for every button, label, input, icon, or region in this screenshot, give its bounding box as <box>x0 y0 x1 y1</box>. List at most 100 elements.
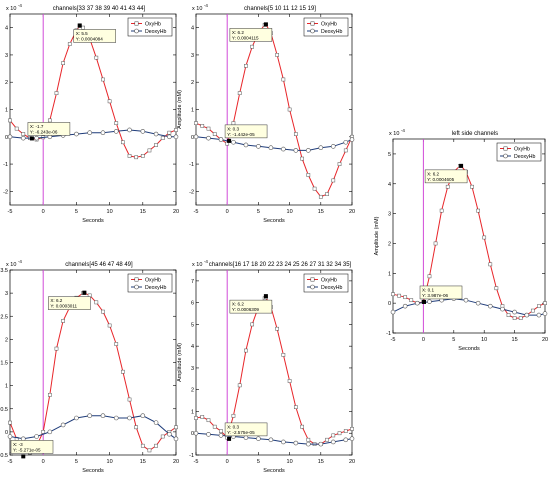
datatip-x: X: -1.7 <box>30 124 44 129</box>
datatip-y: Y: -6.243e-06 <box>30 129 58 134</box>
data-point-deoxyhb <box>7 434 13 439</box>
legend-marker-deoxyhb <box>134 284 139 290</box>
chart-title: channels[33 37 38 39 40 41 43 44] <box>53 6 146 12</box>
x-tick-label: 5 <box>257 209 260 215</box>
data-point-deoxyhb <box>47 429 53 435</box>
data-point-deoxyhb <box>206 432 211 437</box>
legend-label: OxyHb <box>145 22 161 28</box>
data-point-oxyhb <box>250 44 255 49</box>
data-point-oxyhb <box>231 121 236 125</box>
data-point-oxyhb <box>433 241 438 246</box>
data-point-oxyhb <box>219 429 223 433</box>
data-point-oxyhb <box>200 124 205 128</box>
data-point-oxyhb <box>54 346 59 351</box>
data-point-deoxyhb <box>293 148 299 153</box>
data-point-deoxyhb <box>87 130 92 135</box>
legend-marker-oxyhb <box>310 21 315 26</box>
data-point-deoxyhb <box>60 422 66 428</box>
legend-label: DeoxyHb <box>321 29 342 35</box>
data-point-oxyhb <box>54 91 59 95</box>
datatip-marker <box>82 290 87 295</box>
data-point-deoxyhb <box>243 142 249 148</box>
legend-marker-oxyhb <box>310 277 315 282</box>
datatip-y: Y: 3.987e-06 <box>422 293 448 298</box>
x-tick-label: 20 <box>349 209 355 215</box>
axis-exponent: x 10 -4 <box>192 3 208 12</box>
datatip-marker <box>227 436 232 441</box>
data-point-oxyhb <box>325 437 329 442</box>
y-tick-label: 1 <box>5 108 8 114</box>
data-point-oxyhb <box>439 208 444 213</box>
datatip-x: X: 0.3 <box>227 424 239 429</box>
axis-exponent: x 10 -4 <box>6 3 22 12</box>
datatip-box <box>27 122 71 136</box>
data-point-deoxyhb <box>427 299 432 304</box>
y-tick-label: 0 <box>191 431 194 437</box>
legend-label: DeoxyHb <box>514 154 535 160</box>
data-point-oxyhb <box>482 235 487 240</box>
data-point-deoxyhb <box>512 309 517 315</box>
data-point-oxyhb <box>121 140 125 145</box>
data-point-deoxyhb <box>113 415 119 421</box>
data-point-oxyhb <box>293 132 298 136</box>
data-point-oxyhb <box>107 323 112 328</box>
data-point-deoxyhb <box>34 434 39 439</box>
data-point-oxyhb <box>206 126 211 131</box>
data-point-deoxyhb <box>34 135 39 141</box>
axis-exponent-power: -4 <box>401 128 405 133</box>
data-point-oxyhb <box>174 128 178 132</box>
data-point-deoxyhb <box>330 439 336 445</box>
data-point-oxyhb <box>488 262 493 267</box>
x-tick-label: 15 <box>512 337 518 343</box>
data-point-oxyhb <box>445 184 450 189</box>
datatip-marker <box>21 454 26 459</box>
data-point-deoxyhb <box>343 437 349 443</box>
data-point-oxyhb <box>337 431 342 436</box>
data-point-oxyhb <box>287 107 292 112</box>
data-point-oxyhb <box>237 91 242 95</box>
x-tick-label: 10 <box>107 209 113 215</box>
x-axis-label: Seconds <box>82 218 104 224</box>
data-point-oxyhb <box>470 184 474 189</box>
data-point-oxyhb <box>8 118 12 123</box>
data-point-deoxyhb <box>100 413 106 418</box>
data-point-oxyhb <box>41 430 46 434</box>
plot-area <box>9 269 177 456</box>
plot-area <box>195 269 353 456</box>
chart-panel-3: -5 0 5 10 15 20 -0.5 0 0.5 1 1.5 2 2.5 3 3.5x 10 -4 cha… <box>0 259 179 474</box>
chart-title: channels[16 17 18 20 22 23 24 25 26 27 3… <box>209 262 352 268</box>
data-point-oxyhb <box>140 154 145 158</box>
datatip-x: X: 6.2 <box>232 30 244 35</box>
data-point-oxyhb <box>300 156 304 161</box>
legend-marker-deoxyhb <box>310 284 315 290</box>
x-axis-label: Seconds <box>458 346 480 352</box>
chart-title: channels[45 46 47 48 49] <box>65 262 133 268</box>
data-point-deoxyhb <box>153 420 159 425</box>
datatip-y: Y: 0.0003011 <box>50 304 77 309</box>
axis-exponent: x 10 -4 <box>6 259 22 268</box>
datatip-y: Y: -1.442e-05 <box>227 132 255 137</box>
y-axis-label: Amplitude (mM) <box>177 90 183 129</box>
data-point-oxyhb <box>174 425 178 430</box>
y-tick-label: 0 <box>191 135 194 141</box>
data-point-oxyhb <box>167 130 172 135</box>
data-point-oxyhb <box>160 136 165 141</box>
data-point-oxyhb <box>212 132 217 136</box>
x-tick-label: 10 <box>481 337 487 343</box>
datatip-y: Y: -5.271e-05 <box>13 447 41 452</box>
data-point-oxyhb <box>512 316 517 320</box>
x-tick-label: 10 <box>107 459 113 465</box>
data-point-deoxyhb <box>281 439 286 445</box>
chart-title: left side channels <box>452 131 498 137</box>
x-tick-label: 0 <box>422 337 425 343</box>
data-point-oxyhb <box>287 379 292 383</box>
axis-exponent-power: -4 <box>204 3 208 8</box>
data-point-oxyhb <box>47 393 52 397</box>
y-tick-label: 6 <box>191 301 194 307</box>
data-point-oxyhb <box>543 301 547 306</box>
data-point-oxyhb <box>134 155 139 160</box>
datatip-y: Y: 0.0004115 <box>232 35 259 40</box>
data-point-deoxyhb <box>87 413 92 418</box>
